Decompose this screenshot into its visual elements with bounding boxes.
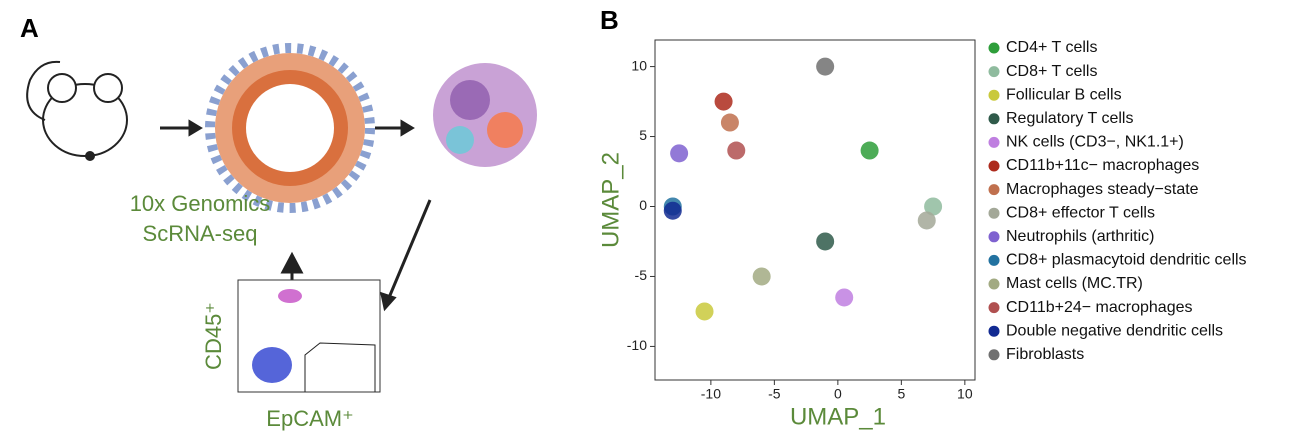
y-tick-label: 5 [639,127,647,143]
cluster-point [917,211,936,230]
cluster-point [816,57,835,76]
legend-label: Regulatory T cells [1006,110,1133,127]
legend-swatch [988,160,1000,172]
legend-swatch [988,66,1000,78]
gate-label: CD45⁺ [201,302,226,370]
legend-label: Fibroblasts [1006,346,1084,363]
cluster-point [752,267,771,286]
panel-label: A [20,13,39,43]
cluster-point [835,288,854,307]
legend-label: CD8+ effector T cells [1006,204,1155,221]
cluster-point [860,141,879,160]
cluster-point [663,201,682,220]
x-tick-label: -10 [701,386,721,402]
legend-label: Mast cells (MC.TR) [1006,275,1143,292]
legend-swatch [988,113,1000,125]
y-axis-title: UMAP_2 [597,152,624,248]
mouse-icon [26,60,128,161]
y-tick-label: 0 [639,197,647,213]
legend-swatch [988,136,1000,148]
legend-swatch [988,89,1000,101]
legend-swatch [988,184,1000,196]
x-tick-label: 10 [957,386,973,402]
plot-frame [654,39,976,381]
x-tick-label: -5 [768,386,781,402]
y-tick-label: 10 [631,57,647,73]
legend-label: Neutrophils (arthritic) [1006,228,1154,245]
legend-swatch [988,207,1000,219]
legend-label: CD8+ plasmacytoid dendritic cells [1006,252,1247,269]
legend-swatch [988,42,1000,54]
cluster-point [695,302,714,321]
legend-swatch [988,254,1000,266]
legend-swatch [988,231,1000,243]
y-tick-label: -10 [627,337,647,353]
tissue-illustration [205,43,537,213]
x-axis-title: UMAP_1 [790,403,886,430]
legend-label: CD11b+24− macrophages [1006,299,1193,316]
legend-label: Macrophages steady−state [1006,181,1199,198]
y-tick-label: -5 [635,267,648,283]
legend-label: Follicular B cells [1006,86,1122,103]
cluster-point [670,144,689,163]
x-tick-label: 0 [834,386,842,402]
cluster-point [924,197,943,216]
legend-swatch [988,325,1000,337]
cluster-point [816,232,835,251]
cluster-point [727,141,746,160]
legend-swatch [988,349,1000,361]
legend-swatch [988,278,1000,290]
method-text: 10x Genomics [130,191,271,216]
legend-label: CD11b+11c− macrophages [1006,157,1199,174]
cluster-point [720,113,739,132]
legend-swatch [988,302,1000,314]
method-text: ScRNA-seq [143,221,258,246]
x-tick-label: 5 [897,386,905,402]
legend-label: CD8+ T cells [1006,63,1097,80]
panel-label: B [600,5,619,35]
legend-label: NK cells (CD3−, NK1.1+) [1006,134,1184,151]
legend-label: CD4+ T cells [1006,39,1097,56]
gate-label: EpCAM⁺ [266,406,353,431]
legend-label: Double negative dendritic cells [1006,322,1223,339]
flow-plot [237,279,381,393]
cluster-point [714,92,733,111]
